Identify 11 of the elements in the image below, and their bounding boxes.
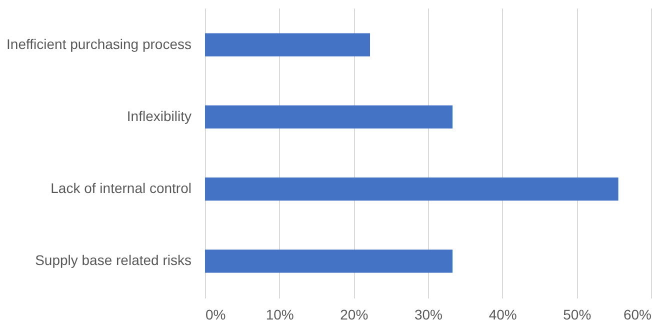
y-tick-label: Supply base related risks [35, 252, 192, 268]
y-tick-label: Lack of internal control [50, 180, 192, 196]
x-tick-label: 30% [414, 306, 443, 322]
x-tick-label: 50% [563, 306, 592, 322]
x-tick-label: 40% [488, 306, 517, 322]
y-tick-label: Inflexibility [126, 108, 192, 124]
x-tick-label: 20% [340, 306, 368, 322]
x-tick-label: 60% [623, 306, 652, 322]
y-tick-label: Inefficient purchasing process [6, 36, 192, 52]
x-tick-label: 0% [206, 306, 226, 322]
x-tick-label: 10% [266, 306, 294, 322]
